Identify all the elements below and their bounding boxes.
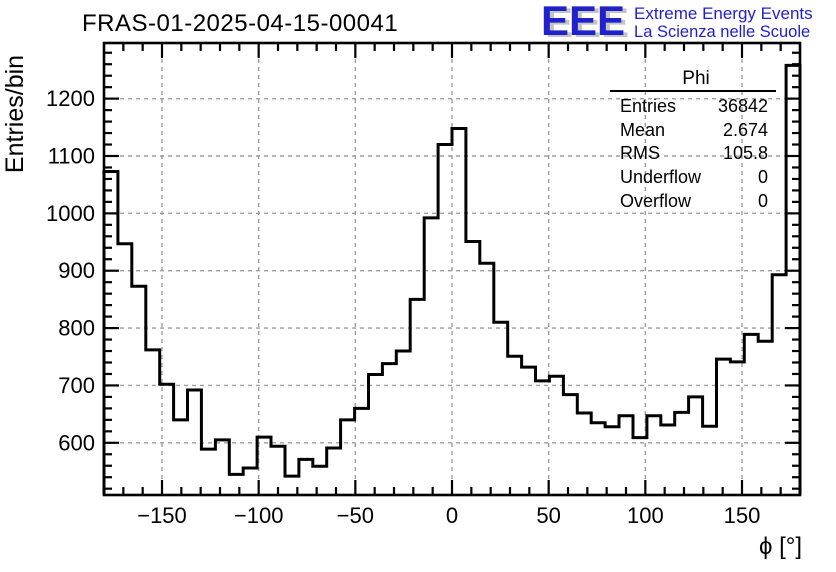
plot-title: FRAS-01-2025-04-15-00041 — [82, 10, 399, 37]
x-tick-label: 150 — [724, 503, 761, 528]
stats-label: RMS — [620, 143, 660, 164]
stats-label: Overflow — [620, 190, 692, 211]
stats-rows: Entries 36842 Mean 2.674 RMS 105.8 Underflow 0 O… — [620, 95, 768, 213]
eee-logo-line2: La Scienza nelle Scuole — [634, 23, 811, 41]
y-tick-label: 800 — [58, 316, 95, 341]
stats-row: RMS 105.8 — [620, 142, 768, 166]
stats-row: Mean 2.674 — [620, 119, 768, 143]
x-tick-label: 50 — [536, 503, 560, 528]
y-tick-label: 900 — [58, 258, 95, 283]
stats-box-rule — [610, 90, 776, 92]
stats-label: Mean — [620, 119, 666, 140]
y-tick-label: 1200 — [46, 86, 95, 111]
eee-logo: EEE Extreme Energy Events La Scienza nel… — [541, 0, 813, 44]
histogram-line — [102, 63, 802, 495]
x-tick-label: 0 — [446, 503, 458, 528]
stats-value: 0 — [757, 167, 768, 188]
y-tick-label: 1100 — [48, 144, 95, 169]
x-tick-label: −150 — [137, 503, 187, 528]
stats-value: 2.674 — [722, 119, 768, 140]
y-tick-label: 1000 — [46, 201, 95, 226]
stats-value: 105.8 — [722, 143, 768, 164]
stats-row: Entries 36842 — [620, 95, 768, 119]
stats-label: Underflow — [620, 167, 702, 188]
x-axis-title: ϕ [°] — [758, 533, 802, 560]
x-tick-label: 100 — [627, 503, 664, 528]
y-tick-label: 600 — [58, 430, 95, 455]
stats-box-title: Phi — [682, 68, 710, 89]
stats-value: 0 — [757, 190, 768, 211]
x-tick-label: −100 — [234, 503, 284, 528]
eee-logo-text: Extreme Energy Events La Scienza nelle S… — [634, 2, 813, 42]
stats-label: Entries — [620, 96, 677, 116]
stats-row: Overflow 0 — [620, 190, 768, 214]
eee-logo-acronym: EEE — [541, 0, 626, 44]
stats-box: Phi Entries 36842 Mean 2.674 RMS 105.8 Underfl… — [598, 62, 794, 213]
x-tick-label: −50 — [337, 503, 374, 528]
eee-logo-line1: Extreme Energy Events — [634, 4, 813, 23]
y-tick-label: 700 — [58, 373, 95, 398]
stats-row: Underflow 0 — [620, 166, 768, 190]
y-axis-title: Entries/bin — [1, 55, 29, 173]
stats-value: 36842 — [717, 96, 768, 116]
